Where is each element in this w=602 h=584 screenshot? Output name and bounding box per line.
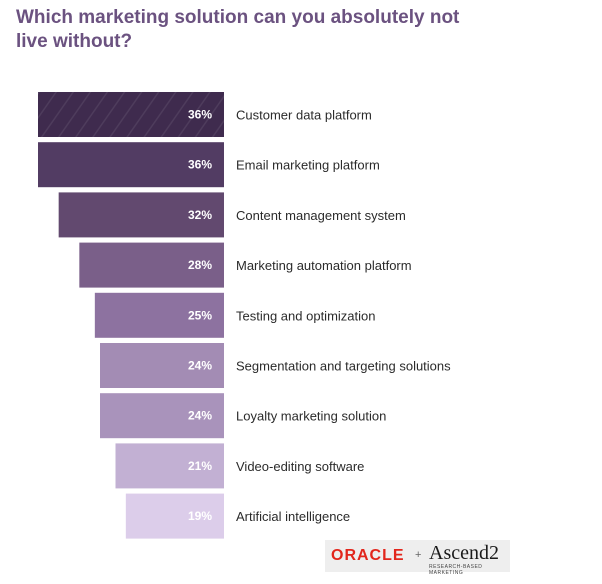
bars-group — [38, 92, 224, 539]
chart-title: Which marketing solution can you absolut… — [16, 7, 460, 52]
bar-value-label: 21% — [188, 459, 212, 473]
category-labels-group: Customer data platform Email marketing pl… — [236, 108, 451, 525]
category-label: Testing and optimization — [236, 308, 375, 323]
bar-value-label: 36% — [188, 158, 212, 172]
category-label: Segmentation and targeting solutions — [236, 359, 451, 374]
category-label: Loyalty marketing solution — [236, 409, 386, 424]
ascend2-tagline: RESEARCH-BASED MARKETING — [429, 564, 483, 576]
category-label: Email marketing platform — [236, 158, 380, 173]
bar-value-label: 19% — [188, 509, 212, 523]
bar-value-label: 24% — [188, 359, 212, 373]
value-labels-group: 36% 36% 32% 28% 25% 24% 24% 21% 19% — [188, 108, 212, 524]
bar-value-label: 28% — [188, 258, 212, 272]
bar — [58, 192, 224, 238]
bar-value-label: 32% — [188, 208, 212, 222]
bar-texture — [38, 92, 224, 137]
bar — [100, 393, 224, 439]
logo-strip: ORACLE + Ascend2 RESEARCH-BASED MARKETIN… — [325, 540, 510, 576]
category-label: Customer data platform — [236, 108, 372, 123]
bar-value-label: 25% — [188, 308, 212, 322]
category-label: Artificial intelligence — [236, 509, 350, 524]
bar — [79, 242, 224, 288]
category-label: Marketing automation platform — [236, 258, 412, 273]
logo-separator: + — [415, 549, 422, 561]
category-label: Content management system — [236, 208, 406, 223]
bar — [94, 292, 224, 338]
bar — [38, 142, 224, 188]
bar-value-label: 24% — [188, 409, 212, 423]
oracle-logo: ORACLE — [331, 547, 405, 564]
bar — [125, 493, 224, 539]
bar — [115, 443, 224, 489]
ascend2-logo: Ascend2 — [429, 542, 499, 564]
category-label: Video-editing software — [236, 459, 364, 474]
bar — [100, 343, 224, 388]
bar-value-label: 36% — [188, 108, 212, 122]
